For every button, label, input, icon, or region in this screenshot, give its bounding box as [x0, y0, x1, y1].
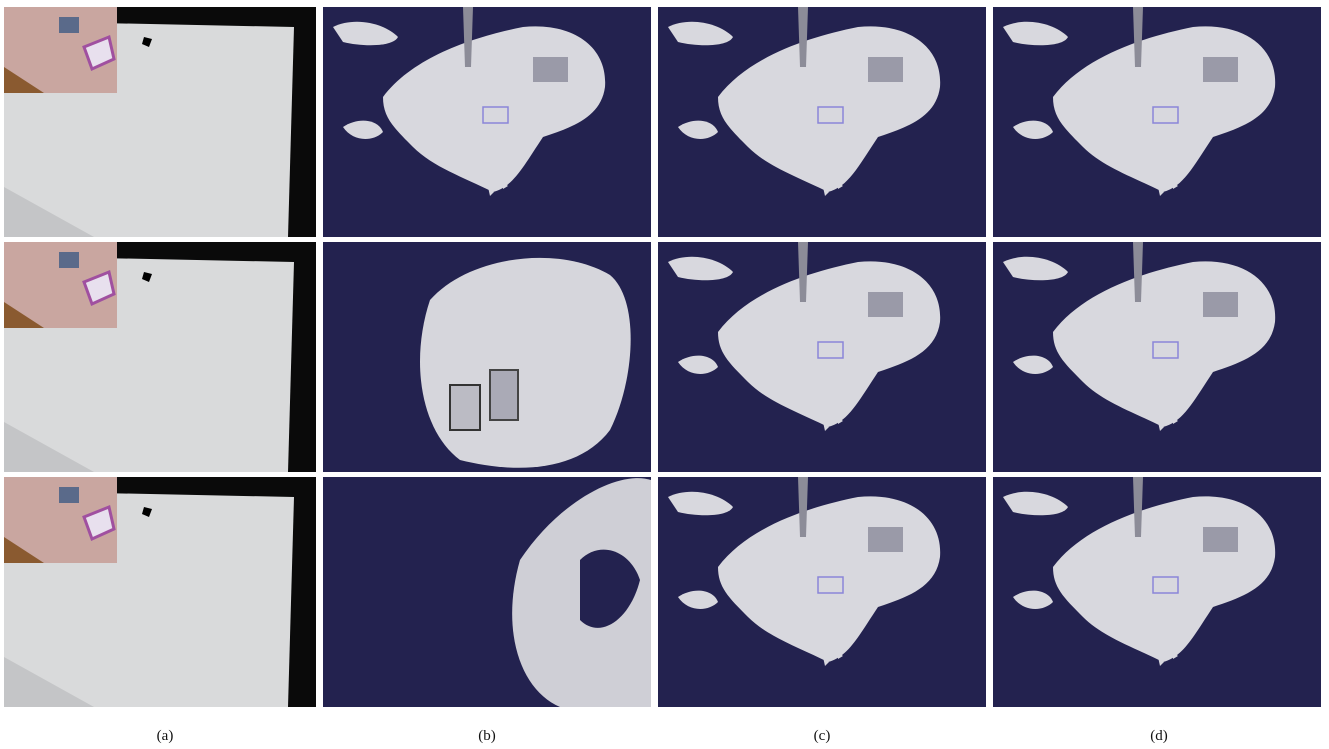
panel-label: (d): [1150, 728, 1168, 744]
column-d: [993, 7, 1321, 707]
column-a: [4, 7, 316, 707]
column-c: [658, 7, 986, 707]
panel-label: (c): [814, 728, 831, 744]
panel-label: (a): [157, 728, 174, 744]
panel-label: (b): [478, 728, 496, 744]
figure: (a) (b) (c) (d): [0, 0, 1329, 749]
column-b: [323, 7, 651, 707]
